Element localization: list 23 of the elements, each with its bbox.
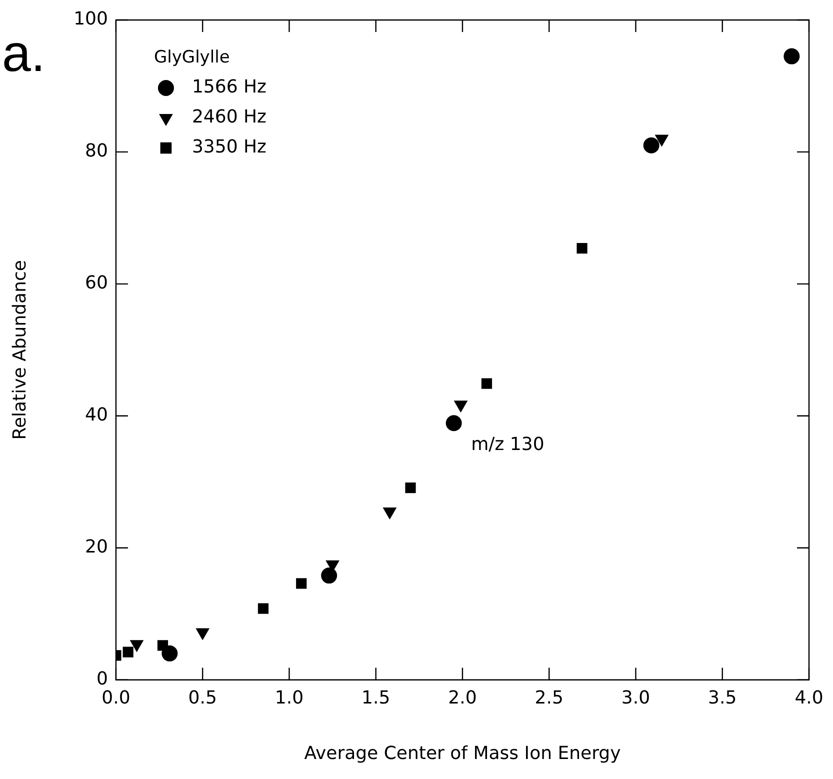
annotation: m/z 130 <box>471 434 544 456</box>
y-tick-label: 100 <box>74 8 108 30</box>
x-tick-label: 1.5 <box>362 687 390 708</box>
x-tick-label: 2.5 <box>534 687 564 708</box>
x-tick-label: 0.0 <box>102 687 130 708</box>
y-tick-label: 60 <box>85 272 108 294</box>
text: a. <box>2 25 46 83</box>
legend-label: 2460 Hz <box>192 106 266 128</box>
legend-label: 1566 Hz <box>192 76 266 98</box>
y-axis-title: Relative Abundance <box>9 260 30 440</box>
x-tick-label: 4.0 <box>794 687 824 708</box>
legend-title: GlyGlylle <box>154 47 230 68</box>
x-axis-title: Average Center of Mass Ion Energy <box>304 742 622 764</box>
x-tick-label: 3.0 <box>621 687 650 708</box>
y-tick-label: 20 <box>85 536 108 558</box>
y-tick-label: 0 <box>96 668 108 690</box>
x-tick-label: 1.0 <box>274 687 304 708</box>
x-tick-label: 0.5 <box>188 687 217 708</box>
x-tick-label: 3.5 <box>708 687 737 708</box>
x-tick-label: 2.0 <box>448 687 477 708</box>
y-tick-label: 80 <box>85 140 108 162</box>
legend-label: 3350 Hz <box>192 136 266 158</box>
y-tick-label: 40 <box>85 404 108 426</box>
